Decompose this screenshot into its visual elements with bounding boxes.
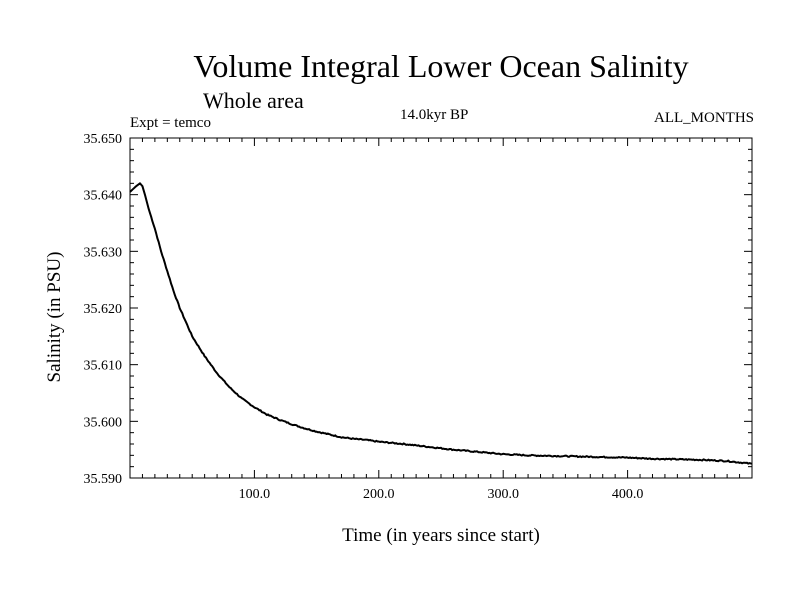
x-tick-label: 400.0 [612, 487, 644, 502]
x-tick-label: 200.0 [363, 487, 395, 502]
period-label: 14.0kyr BP [400, 107, 469, 123]
y-tick-label: 35.640 [84, 189, 123, 204]
y-tick-label: 35.650 [84, 132, 123, 147]
x-tick-label: 100.0 [239, 487, 271, 502]
months-label: ALL_MONTHS [654, 110, 754, 126]
chart-title: Volume Integral Lower Ocean Salinity [193, 48, 689, 84]
y-tick-label: 35.590 [84, 472, 123, 487]
y-tick-label: 35.610 [84, 359, 123, 374]
y-axis-label: Salinity (in PSU) [44, 252, 65, 383]
plot-frame [129, 137, 753, 479]
y-tick-label: 35.620 [84, 302, 123, 317]
experiment-label: Expt = temco [130, 115, 211, 131]
y-tick-label: 35.630 [84, 245, 123, 260]
chart-subtitle: Whole area [203, 88, 304, 113]
x-axis: 100.0 200.0 300.0 400.0 [141, 138, 741, 502]
x-axis-label: Time (in years since start) [342, 525, 540, 546]
salinity-series-line [129, 182, 753, 465]
x-tick-label: 300.0 [487, 487, 519, 502]
y-tick-label: 35.600 [84, 415, 123, 430]
y-axis: 35.590 35.600 35.610 35.620 35.630 35.640 35.6… [84, 132, 752, 487]
